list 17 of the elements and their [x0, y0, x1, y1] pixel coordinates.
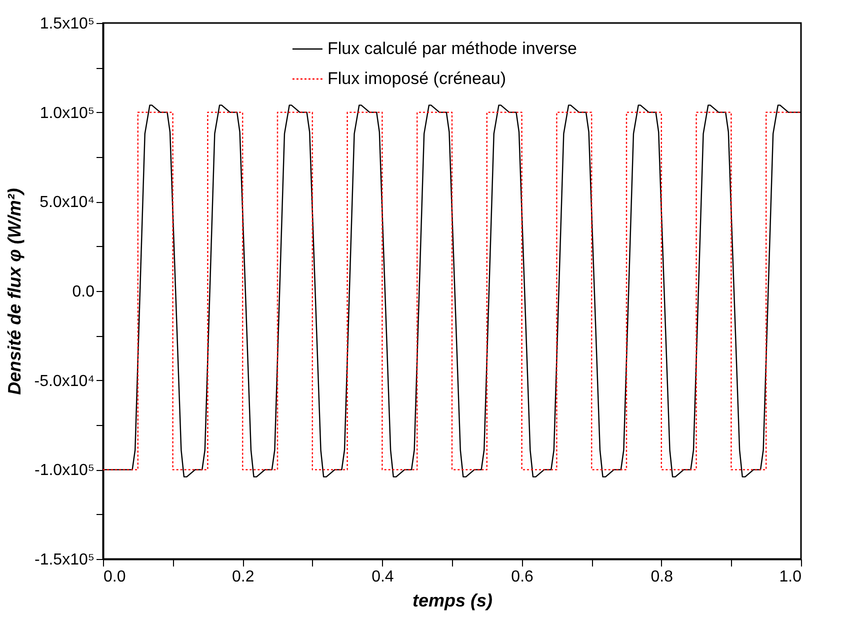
y-axis-title: Densité de flux φ (W/m²) [4, 188, 24, 395]
y-tick-label: 1.0x10⁵ [40, 104, 94, 122]
legend-label: Flux imoposé (créneau) [327, 69, 506, 88]
y-tick-label: 0.0 [72, 284, 95, 300]
x-tick-label: 0.0 [104, 568, 126, 586]
x-axis-title: temps (s) [412, 590, 493, 610]
y-tick-label: -5.0x10⁴ [34, 372, 95, 390]
y-tick-label: -1.5x10⁵ [34, 552, 94, 568]
y-tick-label: -1.0x10⁵ [34, 462, 94, 480]
y-tick-label: 1.5x10⁵ [40, 16, 94, 32]
x-tick-label: 0.2 [232, 568, 254, 586]
legend-label: Flux calculé par méthode inverse [327, 39, 577, 58]
y-tick-label: 5.0x10⁴ [40, 194, 95, 212]
x-tick-label: 0.8 [650, 568, 674, 586]
x-tick-label: 1.0 [779, 568, 802, 586]
x-tick-label: 0.4 [372, 568, 394, 586]
x-tick-label: 0.6 [511, 568, 534, 586]
